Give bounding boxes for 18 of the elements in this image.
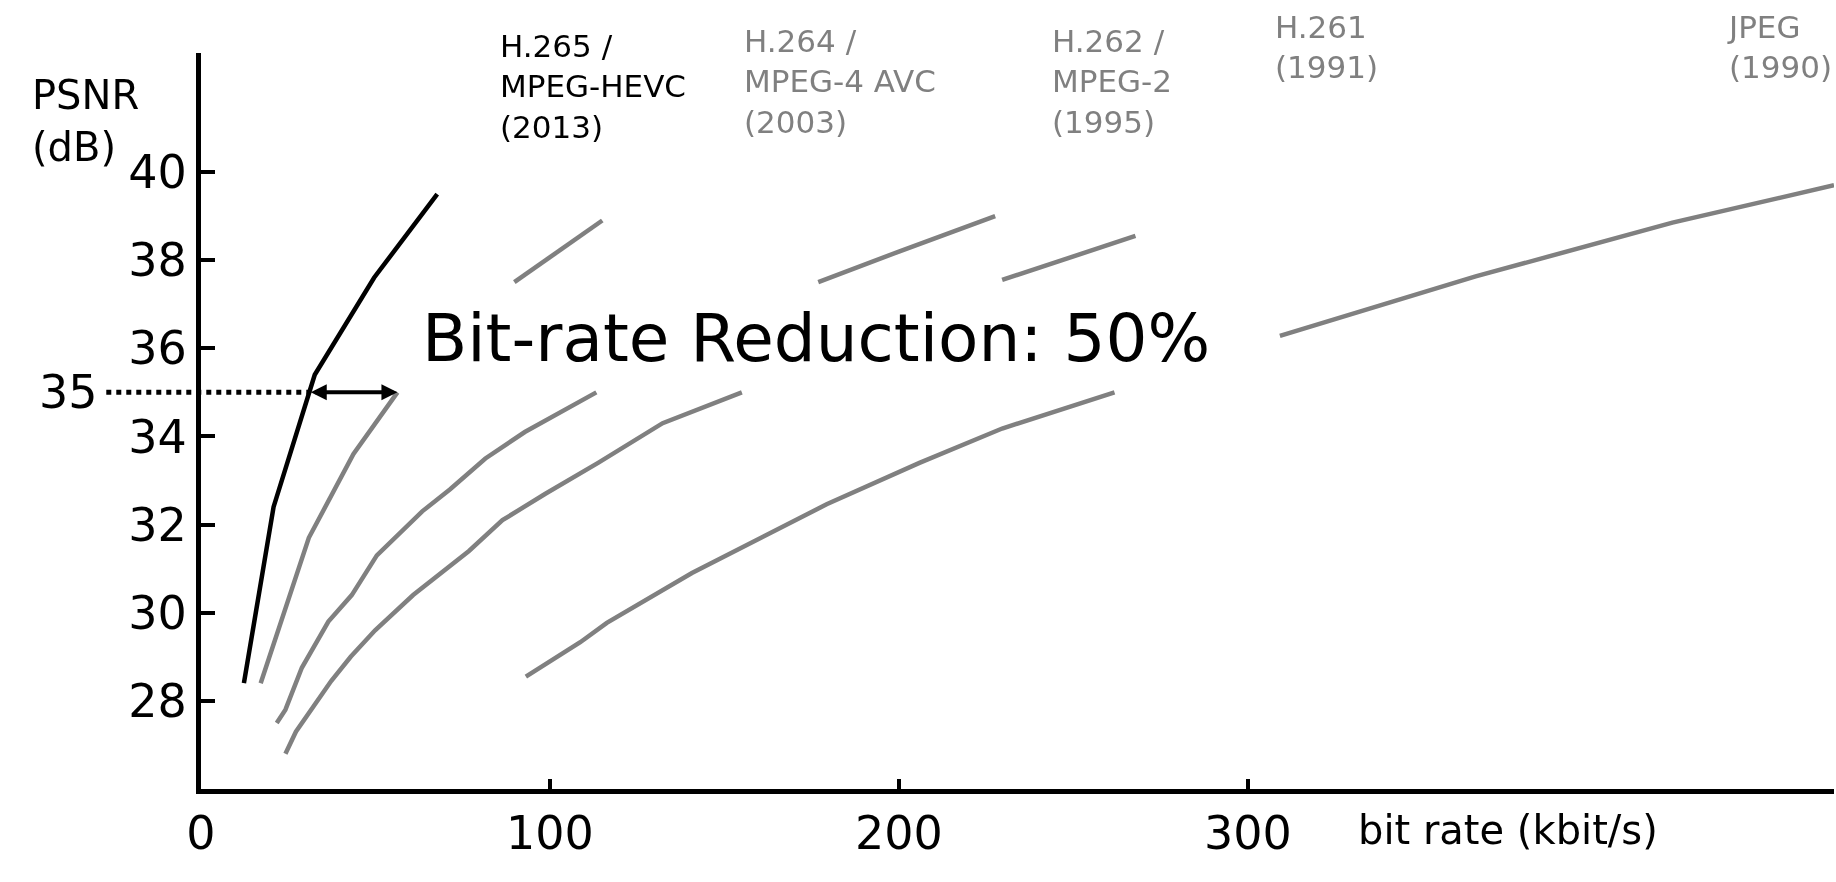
y-tick-label: 36 bbox=[128, 321, 187, 376]
annotation: H.261 (1991) bbox=[1275, 9, 1379, 86]
x-tick-label: 200 bbox=[854, 806, 943, 861]
y-tick-label: 30 bbox=[128, 585, 187, 640]
x-tick-label: 300 bbox=[1203, 806, 1292, 861]
annotation: H.264 / MPEG-4 AVC (2003) bbox=[744, 23, 936, 140]
annotation: H.262 / MPEG-2 (1995) bbox=[1052, 23, 1172, 140]
annotation: Bit-rate Reduction: 50% bbox=[422, 300, 1211, 377]
ref-line-label: 35 bbox=[39, 365, 98, 419]
x-tick-label: 0 bbox=[186, 806, 216, 861]
y-tick-label: 38 bbox=[128, 233, 187, 288]
y-tick-label: 28 bbox=[128, 673, 187, 728]
y-tick-label: 32 bbox=[128, 497, 187, 552]
y-tick-label: 34 bbox=[128, 409, 187, 464]
x-axis-title: bit rate (kbit/s) bbox=[1358, 807, 1658, 853]
annotation: H.265 / MPEG-HEVC (2013) bbox=[500, 28, 686, 145]
x-tick-label: 100 bbox=[506, 806, 594, 861]
annotation: JPEG (1990) bbox=[1727, 9, 1833, 86]
